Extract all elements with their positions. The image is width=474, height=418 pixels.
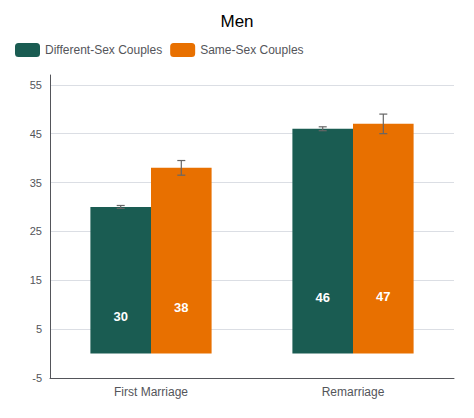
svg-text:5: 5	[36, 323, 42, 335]
svg-text:35: 35	[30, 177, 42, 189]
svg-text:Remarriage: Remarriage	[322, 385, 385, 399]
svg-text:38: 38	[174, 300, 188, 315]
svg-text:Same-Sex Couples: Same-Sex Couples	[200, 43, 303, 57]
svg-text:First Marriage: First Marriage	[114, 385, 188, 399]
svg-text:46: 46	[315, 290, 329, 305]
svg-text:47: 47	[376, 289, 390, 304]
svg-text:Men: Men	[220, 12, 253, 31]
svg-text:30: 30	[113, 309, 127, 324]
svg-text:25: 25	[30, 225, 42, 237]
svg-text:15: 15	[30, 274, 42, 286]
svg-text:55: 55	[30, 79, 42, 91]
svg-text:-5: -5	[32, 372, 42, 384]
svg-text:45: 45	[30, 128, 42, 140]
svg-text:Different-Sex Couples: Different-Sex Couples	[45, 43, 162, 57]
